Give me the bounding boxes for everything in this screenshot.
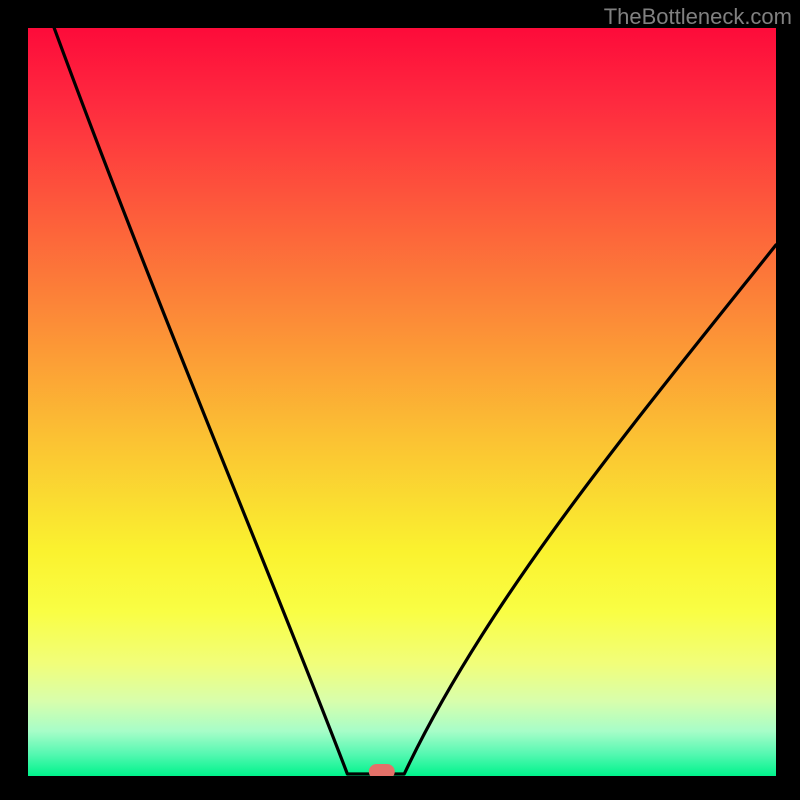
chart-container: TheBottleneck.com bbox=[0, 0, 800, 800]
bottleneck-chart bbox=[0, 0, 800, 800]
gradient-background bbox=[28, 28, 776, 776]
plot-area bbox=[28, 28, 776, 779]
watermark-text: TheBottleneck.com bbox=[604, 4, 792, 30]
